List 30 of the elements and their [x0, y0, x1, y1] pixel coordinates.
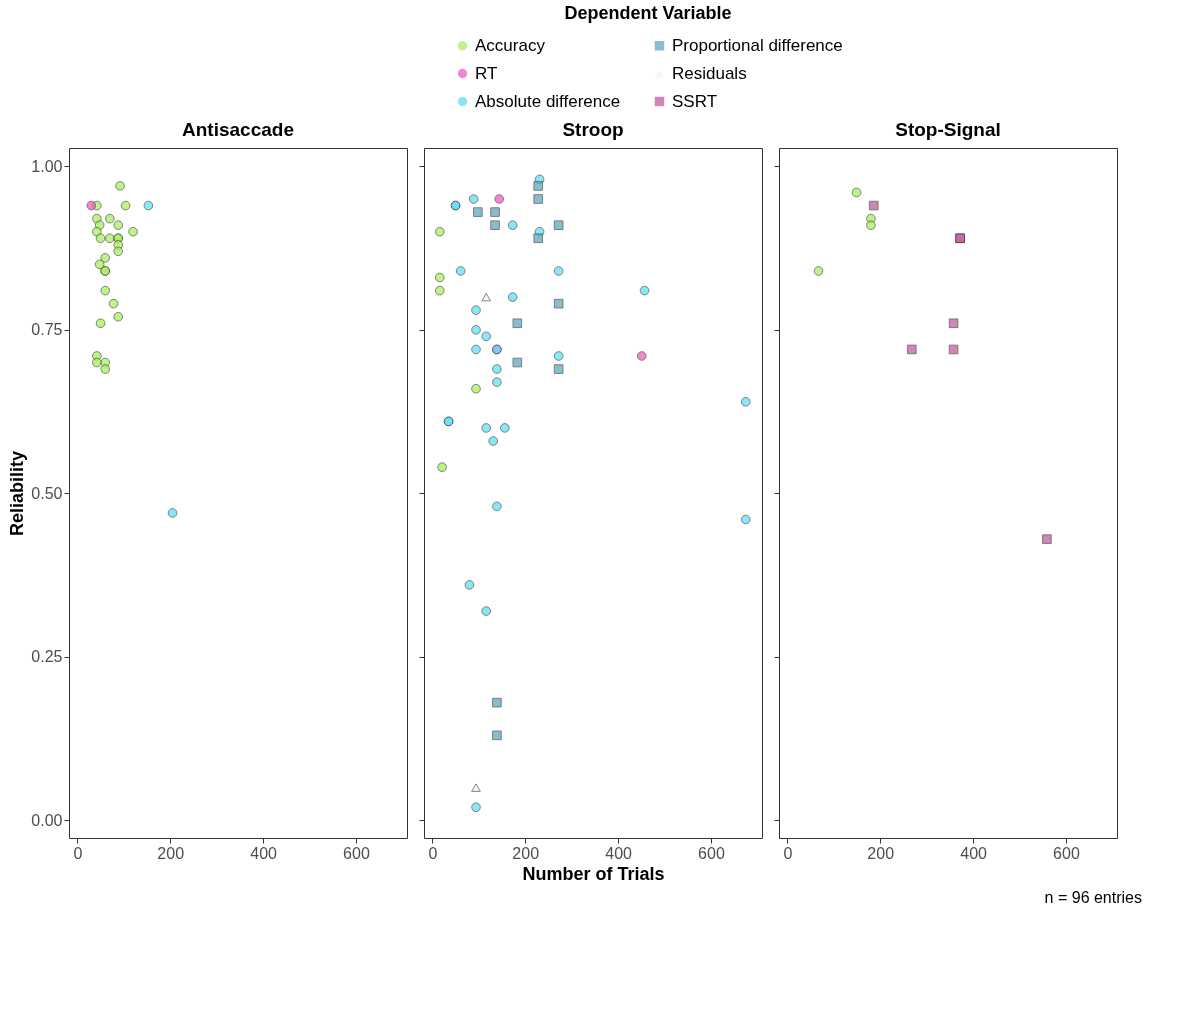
- y-tick-label: 0.00: [31, 811, 63, 829]
- x-tick-label: 0: [428, 844, 438, 862]
- legend-label: Residuals: [672, 63, 747, 83]
- y-tick-label: 0.50: [31, 484, 63, 502]
- y-tick-label: 0.25: [31, 648, 63, 666]
- text: n = 96 entries: [1044, 889, 1142, 906]
- x-tick-label: 0: [783, 844, 793, 862]
- y-axis-title: Reliability: [7, 450, 28, 537]
- x-tick-label: 600: [698, 844, 725, 862]
- x-axis-title: Number of Trials: [522, 863, 665, 884]
- x-tick-label: 200: [512, 844, 540, 862]
- x-tick-label: 0: [73, 844, 83, 862]
- x-tick-label: 600: [1053, 844, 1080, 862]
- legend-label: Proportional difference: [672, 35, 843, 55]
- chart-title: Stroop: [562, 119, 624, 140]
- x-tick-label: 200: [157, 844, 185, 862]
- y-tick-label: 1.00: [31, 157, 63, 175]
- x-tick-label: 200: [867, 844, 895, 862]
- x-tick-label: 400: [960, 844, 988, 862]
- x-tick-label: 400: [605, 844, 633, 862]
- y-tick-label: 0.75: [31, 321, 63, 339]
- legend-label: SSRT: [672, 91, 718, 111]
- legend-label: RT: [475, 63, 498, 83]
- x-tick-label: 400: [250, 844, 278, 862]
- legend-label: Absolute difference: [475, 91, 621, 111]
- chart-title: Stop-Signal: [895, 119, 1001, 140]
- legend-label: Accuracy: [475, 35, 546, 55]
- chart-title: Antisaccade: [182, 119, 294, 140]
- legend-title: Dependent Variable: [564, 3, 732, 23]
- x-tick-label: 600: [343, 844, 370, 862]
